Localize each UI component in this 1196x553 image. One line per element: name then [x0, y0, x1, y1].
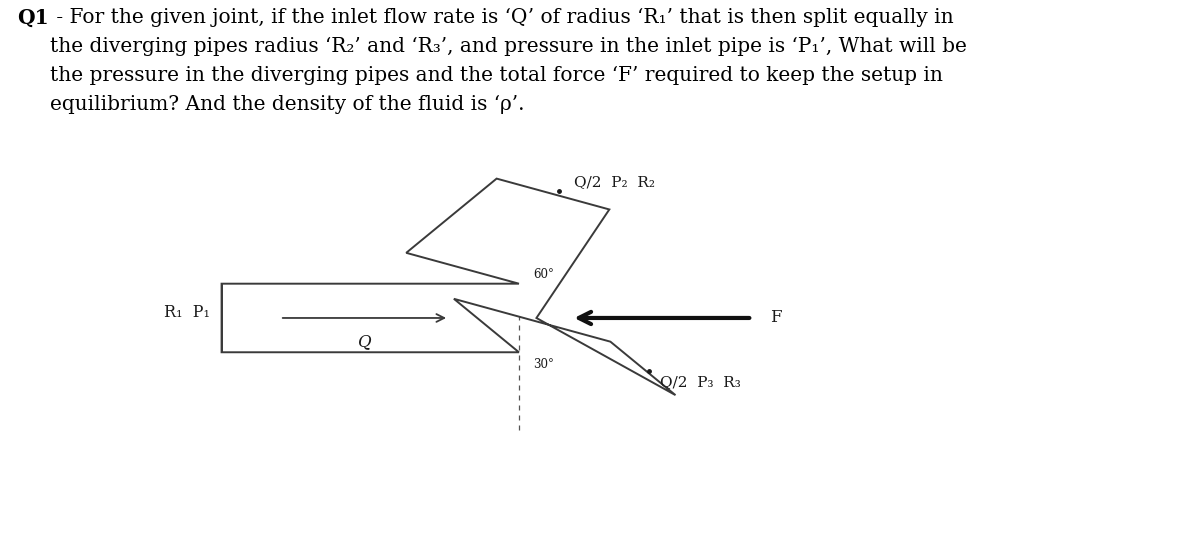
- Text: Q: Q: [358, 333, 371, 351]
- Polygon shape: [221, 179, 676, 395]
- Text: Q/2  P₃  R₃: Q/2 P₃ R₃: [660, 375, 742, 389]
- Text: 30°: 30°: [533, 358, 554, 371]
- Text: - For the given joint, if the inlet flow rate is ‘Q’ of radius ‘R₁’ that is then: - For the given joint, if the inlet flow…: [50, 8, 968, 114]
- Text: 60°: 60°: [533, 268, 554, 281]
- Text: R₁  P₁: R₁ P₁: [164, 304, 210, 321]
- Text: F: F: [770, 310, 781, 326]
- Text: Q1: Q1: [18, 8, 49, 28]
- Text: Q/2  P₂  R₂: Q/2 P₂ R₂: [574, 176, 655, 190]
